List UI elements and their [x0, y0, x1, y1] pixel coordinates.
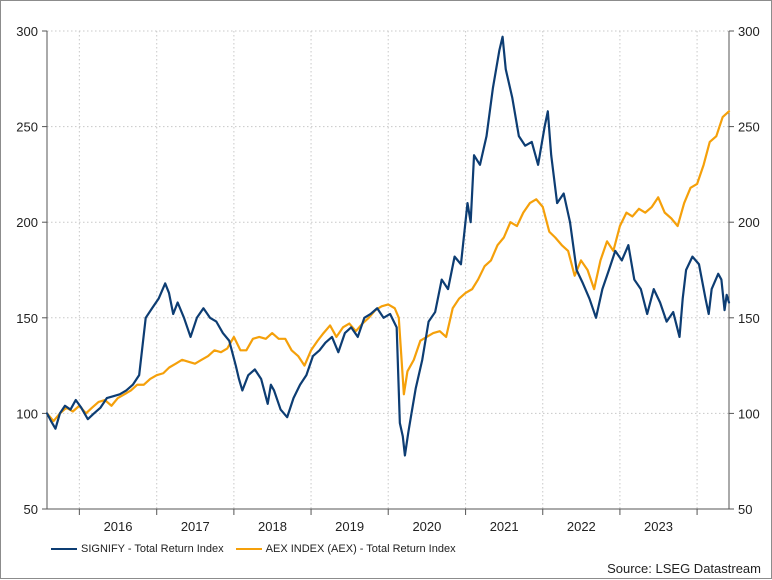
- y-tick-label-left-50: 50: [24, 502, 38, 517]
- y-tick-label-left-150: 150: [16, 311, 38, 326]
- series-line-aex: [45, 110, 731, 423]
- y-tick-label-right-300: 300: [738, 24, 760, 39]
- legend-swatch-signify: [51, 548, 77, 550]
- y-tick-label-left-100: 100: [16, 406, 38, 421]
- x-tick-label-2018: 2018: [258, 519, 287, 534]
- x-tick-label-2020: 2020: [412, 519, 441, 534]
- legend: SIGNIFY - Total Return Index AEX INDEX (…: [51, 541, 468, 557]
- grid-lines: [47, 30, 729, 509]
- series-line-signify: [45, 35, 731, 457]
- x-tick-label-2017: 2017: [181, 519, 210, 534]
- source-note: Source: LSEG Datastream: [607, 561, 761, 576]
- legend-item-aex: AEX INDEX (AEX) - Total Return Index: [235, 543, 456, 555]
- y-tick-label-right-200: 200: [738, 215, 760, 230]
- series-lines: [45, 35, 731, 457]
- y-tick-label-right-50: 50: [738, 502, 752, 517]
- axes: [42, 30, 734, 515]
- x-tick-label-2016: 2016: [104, 519, 133, 534]
- y-tick-label-left-200: 200: [16, 215, 38, 230]
- y-tick-label-left-300: 300: [16, 24, 38, 39]
- x-tick-label-2019: 2019: [335, 519, 364, 534]
- y-tick-label-right-100: 100: [738, 406, 760, 421]
- x-tick-label-2022: 2022: [567, 519, 596, 534]
- legend-label-aex: AEX INDEX (AEX) - Total Return Index: [265, 543, 456, 555]
- legend-label-signify: SIGNIFY - Total Return Index: [81, 543, 224, 555]
- x-tick-label-2021: 2021: [490, 519, 519, 534]
- y-tick-label-right-250: 250: [738, 120, 760, 135]
- y-tick-label-left-250: 250: [16, 120, 38, 135]
- legend-item-signify: SIGNIFY - Total Return Index: [51, 543, 224, 555]
- legend-swatch-aex: [235, 548, 262, 550]
- tick-labels: 50 50 100 100 150 150 200 200 250 250 300 300 2016 20…: [16, 24, 759, 534]
- x-tick-label-2023: 2023: [644, 519, 673, 534]
- y-tick-label-right-150: 150: [738, 311, 760, 326]
